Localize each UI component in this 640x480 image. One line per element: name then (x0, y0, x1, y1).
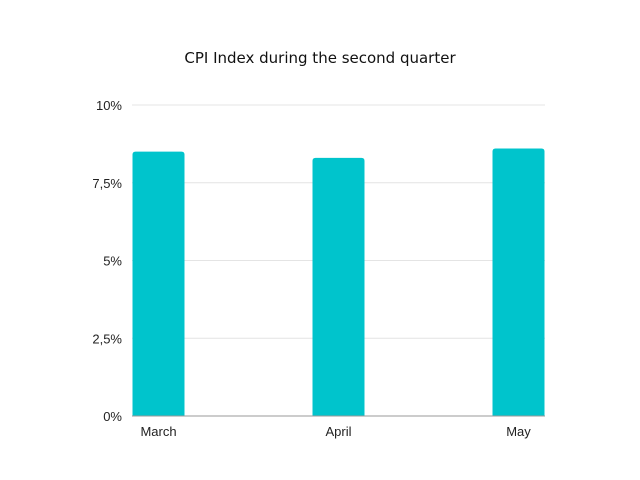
y-tick-label: 2,5% (92, 331, 122, 346)
y-tick-label: 7,5% (92, 176, 122, 191)
y-axis-ticks: 0% 2,5% 5% 7,5% 10% (92, 98, 122, 424)
bar-march (132, 151, 185, 416)
chart-title: CPI Index during the second quarter (184, 49, 456, 67)
bars (132, 148, 545, 417)
y-tick-label: 0% (103, 409, 122, 424)
x-tick-label: May (506, 424, 531, 439)
bar-april (312, 157, 365, 416)
x-axis-ticks: March April May (140, 424, 531, 439)
x-tick-label: April (325, 424, 351, 439)
y-tick-label: 5% (103, 254, 122, 269)
bar-may (492, 148, 545, 417)
x-tick-label: March (140, 424, 176, 439)
y-tick-label: 10% (96, 98, 122, 113)
